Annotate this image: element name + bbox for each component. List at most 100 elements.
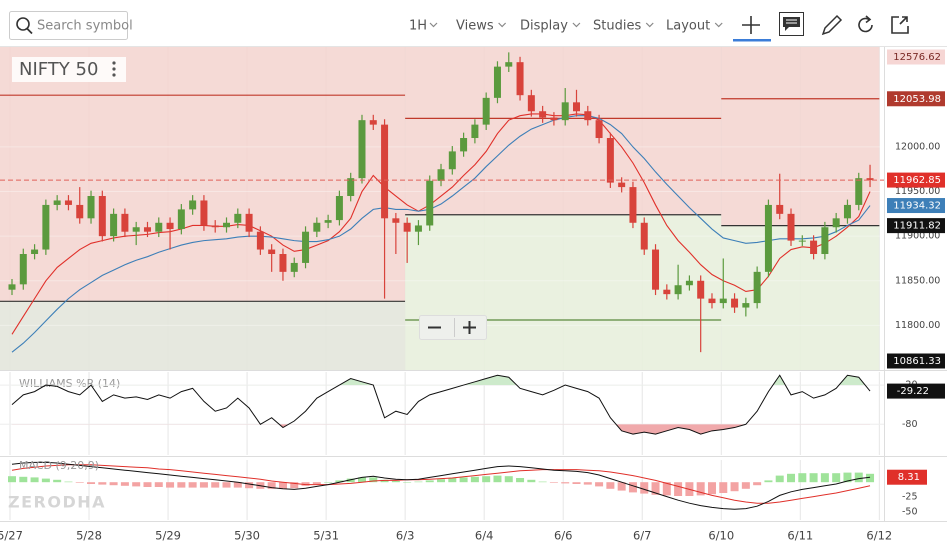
candle-body bbox=[437, 169, 445, 181]
histogram-bar bbox=[866, 473, 875, 483]
williams-line bbox=[11, 374, 871, 435]
candle-body bbox=[516, 62, 524, 96]
candle-body bbox=[606, 138, 614, 183]
histogram-bar bbox=[233, 482, 242, 488]
panel-title: MACD (9,20,9) bbox=[19, 459, 99, 472]
date-label: 5/31 bbox=[313, 529, 339, 543]
candle-body bbox=[245, 213, 253, 232]
candle-body bbox=[358, 120, 366, 179]
histogram-bar bbox=[798, 473, 807, 483]
histogram-bar bbox=[312, 482, 321, 484]
histogram-bar bbox=[583, 482, 592, 485]
histogram-bar bbox=[290, 482, 299, 489]
candle-body bbox=[719, 298, 727, 304]
candle-body bbox=[234, 213, 242, 223]
pencil-tool[interactable] bbox=[821, 14, 843, 36]
candle-body bbox=[268, 249, 276, 255]
reset-tool[interactable] bbox=[858, 15, 873, 33]
candle-body bbox=[64, 200, 72, 205]
candle-body bbox=[8, 284, 16, 290]
menu[interactable]: Display bbox=[520, 19, 581, 34]
price-label-box bbox=[887, 91, 945, 107]
price-label-box bbox=[887, 172, 945, 188]
candle-body bbox=[143, 227, 151, 232]
histogram-bar bbox=[120, 482, 129, 486]
histogram-bar bbox=[707, 482, 716, 495]
histogram-bar bbox=[674, 482, 683, 496]
date-label: 6/11 bbox=[787, 529, 813, 543]
histogram-bar bbox=[30, 477, 39, 483]
y-tick-label: 12000.00 bbox=[895, 141, 940, 152]
histogram-bar bbox=[324, 482, 333, 483]
histogram-bar bbox=[572, 482, 581, 484]
date-label: 5/29 bbox=[155, 529, 181, 543]
price-label: 11962.85 bbox=[893, 175, 941, 186]
candle-body bbox=[392, 218, 400, 223]
candle-body bbox=[177, 209, 185, 230]
candle-body bbox=[539, 111, 547, 118]
zoom-in[interactable] bbox=[463, 321, 476, 334]
symbol-box[interactable]: NIFTY 50 bbox=[12, 57, 126, 82]
menu-label: Layout bbox=[666, 19, 710, 34]
menu[interactable]: Studies bbox=[593, 19, 654, 34]
histogram-bar bbox=[403, 482, 412, 483]
histogram-bar bbox=[109, 482, 118, 486]
candle-body bbox=[448, 151, 456, 170]
histogram-bar bbox=[222, 482, 231, 488]
candle-body bbox=[663, 289, 671, 295]
candle-body bbox=[584, 111, 592, 121]
crosshair-tool[interactable] bbox=[733, 16, 771, 42]
candle-body bbox=[223, 222, 231, 228]
comment-tool[interactable] bbox=[779, 12, 804, 36]
histogram-bar bbox=[775, 475, 784, 483]
menu-chevron bbox=[498, 22, 507, 28]
histogram-bar bbox=[335, 480, 344, 483]
histogram-bar bbox=[764, 480, 773, 483]
upper-zone bbox=[0, 47, 406, 302]
histogram-bar bbox=[651, 482, 660, 495]
search-box[interactable]: Search symbol bbox=[9, 11, 133, 40]
candle-body bbox=[471, 124, 479, 139]
histogram-bar bbox=[730, 482, 739, 492]
price-label: 11911.82 bbox=[893, 221, 941, 232]
panel-background bbox=[0, 460, 884, 520]
price-label-box bbox=[887, 218, 945, 234]
histogram-bar bbox=[87, 482, 96, 484]
candle-body bbox=[798, 240, 806, 242]
interval-menu[interactable]: 1H bbox=[409, 19, 438, 34]
histogram-bar bbox=[561, 482, 570, 484]
histogram-bar bbox=[662, 482, 671, 496]
candle-body bbox=[31, 249, 39, 255]
candle-body bbox=[652, 249, 660, 290]
candle-body bbox=[550, 117, 558, 121]
candle-body bbox=[493, 66, 501, 98]
panel-title: WILLIAMS %R (14) bbox=[19, 377, 120, 390]
menu[interactable]: Layout bbox=[666, 19, 723, 34]
candle-body bbox=[403, 222, 411, 232]
histogram-bar bbox=[493, 475, 502, 483]
candle-body bbox=[87, 196, 95, 219]
candle-body bbox=[256, 231, 264, 250]
y-tick-label: -50 bbox=[902, 507, 918, 518]
menu-chevron bbox=[645, 22, 654, 28]
value-label-box bbox=[887, 469, 927, 485]
histogram-bar bbox=[177, 482, 186, 488]
y-tick-label: -25 bbox=[902, 492, 918, 503]
candle-body bbox=[369, 120, 377, 125]
date-label: 6/4 bbox=[475, 529, 494, 543]
candle-body bbox=[629, 187, 637, 223]
histogram-bar bbox=[75, 482, 84, 483]
fullscreen-tool[interactable] bbox=[891, 16, 909, 34]
histogram-bar bbox=[53, 479, 62, 483]
candle-body bbox=[731, 298, 739, 308]
candle-body bbox=[843, 204, 851, 219]
y-tick-label: 11800.00 bbox=[895, 320, 940, 331]
histogram-bar bbox=[166, 482, 175, 488]
candle-body bbox=[426, 180, 434, 226]
histogram-bar bbox=[538, 481, 547, 483]
oversold-fill bbox=[279, 424, 746, 435]
candle-body bbox=[166, 222, 174, 230]
menu[interactable]: Views bbox=[456, 19, 507, 34]
candle-body bbox=[742, 303, 750, 308]
